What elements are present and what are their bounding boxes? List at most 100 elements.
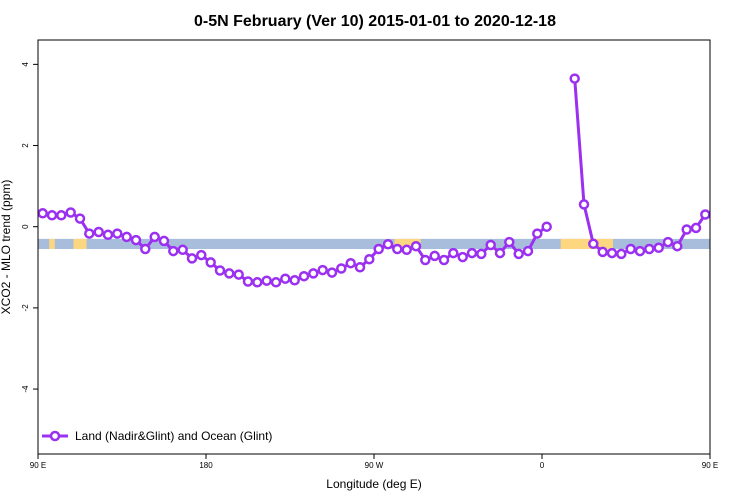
data-point xyxy=(522,245,534,257)
data-point xyxy=(466,247,478,259)
data-point xyxy=(634,245,646,257)
y-tick-label: -4 xyxy=(21,385,30,393)
data-point xyxy=(186,253,198,264)
data-point xyxy=(289,275,300,286)
land-band-segment xyxy=(73,238,87,250)
data-point xyxy=(280,273,291,284)
legend-marker-swatch xyxy=(49,430,61,442)
data-point xyxy=(93,226,104,238)
data-point xyxy=(672,240,683,252)
data-point xyxy=(729,209,737,217)
y-axis-label: XCO2 - MLO trend (ppm) xyxy=(0,180,13,315)
land-band-segment xyxy=(736,239,749,249)
data-point xyxy=(242,276,254,287)
data-point xyxy=(690,222,702,234)
legend-label: Land (Nadir&Glint) and Ocean (Glint) xyxy=(75,429,272,443)
data-point xyxy=(149,231,160,243)
data-point xyxy=(532,228,543,239)
data-point xyxy=(625,243,636,255)
data-point xyxy=(196,249,207,261)
data-point xyxy=(224,268,235,279)
land-band-segment xyxy=(49,238,55,250)
x-axis-label: Longitude (deg E) xyxy=(326,477,421,491)
data-point xyxy=(739,215,747,223)
data-point xyxy=(541,221,552,232)
data-point xyxy=(709,212,710,218)
data-point xyxy=(616,248,627,260)
data-point xyxy=(401,244,412,256)
data-point xyxy=(364,253,375,265)
data-point xyxy=(112,228,123,239)
data-point xyxy=(644,243,655,255)
data-point xyxy=(252,277,263,288)
data-point xyxy=(317,264,328,276)
x-tick-label: 0 xyxy=(540,461,545,470)
legend: Land (Nadir&Glint) and Ocean (Glint) xyxy=(42,429,272,443)
series-line xyxy=(38,73,747,288)
data-point xyxy=(588,238,599,250)
land-band-segment xyxy=(710,239,717,249)
data-point xyxy=(700,209,710,220)
data-point xyxy=(270,277,282,288)
data-point xyxy=(494,247,506,259)
data-point xyxy=(102,229,114,241)
data-point xyxy=(662,236,674,248)
data-point xyxy=(345,257,356,269)
data-point xyxy=(354,262,366,273)
data-point xyxy=(140,243,151,255)
data-point xyxy=(653,242,664,254)
data-point xyxy=(513,248,524,260)
data-point xyxy=(214,265,226,276)
data-point xyxy=(476,248,487,260)
y-tick-label: 0 xyxy=(21,224,30,229)
data-point xyxy=(448,247,459,259)
data-point xyxy=(308,268,319,279)
data-point xyxy=(168,245,179,257)
data-point xyxy=(65,207,76,218)
y-tick-label: 4 xyxy=(21,62,30,67)
data-point xyxy=(438,254,450,266)
data-point xyxy=(233,269,244,280)
data-point xyxy=(420,254,431,266)
data-point xyxy=(84,228,95,239)
data-point xyxy=(504,236,515,248)
data-point xyxy=(56,210,67,221)
data-point xyxy=(336,263,347,274)
x-tick-label: 90 E xyxy=(702,461,718,470)
y-axis-ticks: 4 2 0 -2 -4 xyxy=(21,62,38,393)
x-tick-label: 180 xyxy=(199,461,213,470)
data-point xyxy=(681,224,692,235)
data-point xyxy=(578,199,590,210)
data-point xyxy=(46,210,58,221)
chart-title: 0-5N February (Ver 10) 2015-01-01 to 202… xyxy=(194,13,556,30)
data-point xyxy=(74,213,86,224)
x-axis-ticks: 90 E 180 90 W 0 90 E xyxy=(30,454,718,470)
data-point xyxy=(429,250,440,262)
land-band-segment xyxy=(394,238,421,250)
series-line-segment xyxy=(573,78,710,256)
y-tick-label: -2 xyxy=(21,304,30,312)
data-point xyxy=(382,238,394,250)
surface-band xyxy=(38,238,749,250)
data-point xyxy=(457,251,468,263)
data-point xyxy=(38,208,48,219)
data-point xyxy=(392,243,403,255)
data-point xyxy=(177,244,188,256)
data-point xyxy=(205,257,216,268)
data-point xyxy=(121,231,132,243)
land-band-segment xyxy=(560,238,613,250)
data-point xyxy=(261,275,272,286)
y-tick-label: 2 xyxy=(21,143,30,148)
data-point xyxy=(326,267,338,278)
data-point xyxy=(606,247,618,259)
data-point xyxy=(373,243,384,255)
data-point xyxy=(298,270,310,282)
x-tick-label: 90 W xyxy=(365,461,384,470)
x-tick-label: 90 E xyxy=(30,461,46,470)
data-point xyxy=(597,246,608,258)
data-point xyxy=(485,239,496,251)
data-point xyxy=(410,240,422,252)
ocean-band xyxy=(38,238,710,250)
data-point xyxy=(720,211,728,219)
